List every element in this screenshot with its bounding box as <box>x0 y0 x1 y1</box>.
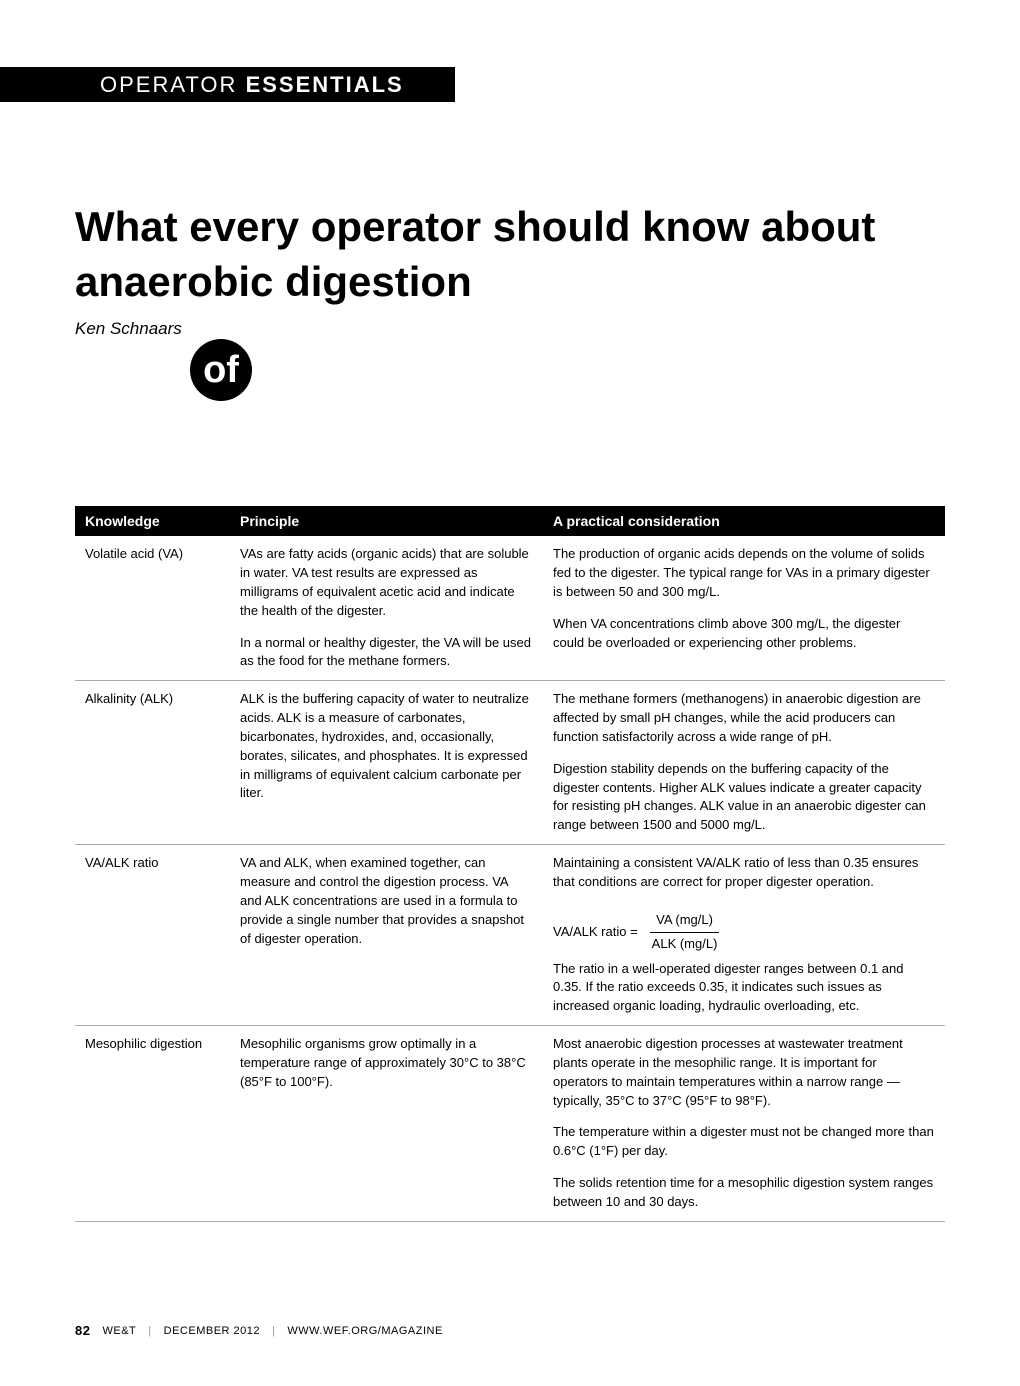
cell-knowledge: Volatile acid (VA) <box>75 536 230 681</box>
ampersand: & <box>121 1325 129 1337</box>
of-icon: of <box>190 339 252 401</box>
header-principle: Principle <box>230 506 543 536</box>
principle-para: VAs are fatty acids (organic acids) that… <box>240 545 533 620</box>
cell-knowledge: VA/ALK ratio <box>75 845 230 1026</box>
table-wrapper: Knowledge Principle A practical consider… <box>75 506 945 1222</box>
separator: | <box>272 1325 275 1337</box>
cell-principle: VAs are fatty acids (organic acids) that… <box>230 536 543 681</box>
magazine-we: WE <box>102 1325 121 1337</box>
page-footer: 82 WE&T | DECEMBER 2012 | WWW.WEF.ORG/MA… <box>75 1323 443 1338</box>
footer-url: WWW.WEF.ORG/MAGAZINE <box>287 1325 442 1337</box>
magazine-name: WE&T <box>102 1325 136 1337</box>
cell-practical: Maintaining a consistent VA/ALK ratio of… <box>543 845 945 1026</box>
cell-knowledge: Alkalinity (ALK) <box>75 681 230 845</box>
table-header-row: Knowledge Principle A practical consider… <box>75 506 945 536</box>
principle-para: Mesophilic organisms grow optimally in a… <box>240 1035 533 1092</box>
cell-practical: Most anaerobic digestion processes at wa… <box>543 1026 945 1222</box>
principle-para: In a normal or healthy digester, the VA … <box>240 634 533 672</box>
table-row: Mesophilic digestion Mesophilic organism… <box>75 1026 945 1222</box>
table-row: Volatile acid (VA) VAs are fatty acids (… <box>75 536 945 681</box>
section-header-bar: OPERATOR ESSENTIALS <box>0 67 455 102</box>
section-label-light: OPERATOR <box>100 72 237 97</box>
practical-para: The solids retention time for a mesophil… <box>553 1174 935 1212</box>
practical-para: Digestion stability depends on the buffe… <box>553 760 935 835</box>
knowledge-table: Knowledge Principle A practical consider… <box>75 506 945 1222</box>
table-row: Alkalinity (ALK) ALK is the buffering ca… <box>75 681 945 845</box>
content-area: What every operator should know about an… <box>0 0 1020 1222</box>
header-knowledge: Knowledge <box>75 506 230 536</box>
practical-para: The methane formers (methanogens) in ana… <box>553 690 935 747</box>
magazine-t: T <box>129 1325 136 1337</box>
page-number: 82 <box>75 1323 90 1338</box>
section-label: OPERATOR ESSENTIALS <box>100 72 404 98</box>
practical-para: When VA concentrations climb above 300 m… <box>553 615 935 653</box>
principle-para: VA and ALK, when examined together, can … <box>240 854 533 948</box>
principle-para: ALK is the buffering capacity of water t… <box>240 690 533 803</box>
of-circle: of <box>190 339 252 401</box>
practical-para: The production of organic acids depends … <box>553 545 935 602</box>
fraction: VA (mg/L) ALK (mg/L) <box>646 911 724 954</box>
of-text: of <box>203 349 239 392</box>
cell-principle: Mesophilic organisms grow optimally in a… <box>230 1026 543 1222</box>
practical-para: The ratio in a well-operated digester ra… <box>553 960 935 1017</box>
formula-label: VA/ALK ratio = <box>553 923 638 942</box>
footer-date: DECEMBER 2012 <box>164 1325 260 1337</box>
practical-para: Maintaining a consistent VA/ALK ratio of… <box>553 854 935 892</box>
article-author: Ken Schnaars <box>75 319 945 339</box>
practical-para: Most anaerobic digestion processes at wa… <box>553 1035 935 1110</box>
header-practical: A practical consideration <box>543 506 945 536</box>
article-title: What every operator should know about an… <box>75 200 945 309</box>
cell-principle: VA and ALK, when examined together, can … <box>230 845 543 1026</box>
separator: | <box>148 1325 151 1337</box>
practical-para: The temperature within a digester must n… <box>553 1123 935 1161</box>
section-label-bold: ESSENTIALS <box>246 72 404 97</box>
formula: VA/ALK ratio = VA (mg/L) ALK (mg/L) <box>553 911 723 954</box>
fraction-numerator: VA (mg/L) <box>650 911 719 933</box>
cell-practical: The methane formers (methanogens) in ana… <box>543 681 945 845</box>
cell-practical: The production of organic acids depends … <box>543 536 945 681</box>
fraction-denominator: ALK (mg/L) <box>646 933 724 954</box>
cell-principle: ALK is the buffering capacity of water t… <box>230 681 543 845</box>
table-row: VA/ALK ratio VA and ALK, when examined t… <box>75 845 945 1026</box>
cell-knowledge: Mesophilic digestion <box>75 1026 230 1222</box>
